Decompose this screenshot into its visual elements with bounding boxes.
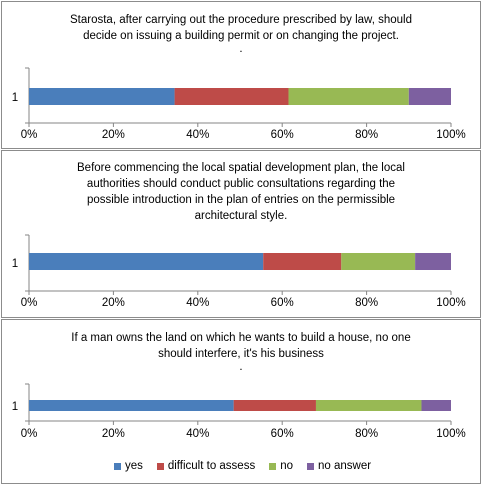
x-tick-label: 0%: [21, 428, 38, 440]
bar-segment-no-answer: [415, 253, 451, 270]
bar-segment-no: [288, 88, 409, 105]
x-tick-label: 80%: [355, 428, 378, 440]
chart-title-2-line-1: Before commencing the local spatial deve…: [77, 162, 405, 174]
chart-title-2-line-4: architectural style.: [194, 210, 288, 222]
x-tick-label: 100%: [436, 129, 465, 141]
chart-title-2: Before commencing the local spatial deve…: [2, 160, 480, 224]
bar-segment-yes: [29, 253, 264, 270]
x-tick-label: 100%: [436, 428, 465, 440]
x-tick-label: 40%: [186, 297, 209, 309]
chart-plot-3: 0% 20% 40% 60% 80% 100% 1: [12, 383, 466, 440]
chart-plot-1: 0% 20% 40% 60% 80% 100% 1: [12, 67, 466, 141]
legend-swatch-difficult: [156, 462, 164, 470]
chart-title-3: If a man owns the land on which he wants…: [2, 330, 480, 373]
bar-segment-yes: [29, 88, 175, 105]
x-tick-label: 100%: [436, 297, 465, 309]
bar-segment-no: [315, 400, 422, 411]
chart-title-3-line-2: should interfere, it's his business: [158, 348, 324, 360]
chart-title-1-line-1: Starosta, after carrying out the procedu…: [70, 14, 412, 26]
x-tick-label: 40%: [186, 428, 209, 440]
y-category-label: 1: [12, 401, 18, 413]
legend-item-no: no: [269, 460, 293, 472]
x-tick-label: 80%: [355, 129, 378, 141]
x-tick-label: 80%: [355, 297, 378, 309]
bar-segment-difficult-to-assess: [233, 400, 316, 411]
bar-segment-no-answer: [408, 88, 451, 105]
bar-segment-difficult-to-assess: [263, 253, 342, 270]
legend-label-yes: yes: [124, 460, 143, 472]
x-tick-label: 0%: [21, 129, 38, 141]
x-tick-label: 60%: [271, 297, 294, 309]
legend-label-no-answer: no answer: [318, 460, 372, 472]
legend-item-no-answer: no answer: [307, 460, 371, 472]
chart-title-1-line-2: decide on issuing a building permit or o…: [83, 30, 399, 42]
bar-segment-difficult-to-assess: [174, 88, 289, 105]
legend-label-no: no: [280, 460, 293, 472]
legend-swatch-yes: [113, 462, 121, 470]
chart-title-3-dot: .: [239, 361, 243, 373]
bar-segment-yes: [29, 400, 234, 411]
x-tick-label: 40%: [186, 129, 209, 141]
bar-segment-no-answer: [421, 400, 451, 411]
chart-legend: yes difficult to assess no no answer: [0, 458, 485, 474]
chart-panel-2: Before commencing the local spatial deve…: [1, 150, 481, 318]
chart-title-3-line-1: If a man owns the land on which he wants…: [71, 332, 411, 344]
legend-item-yes: yes: [113, 460, 143, 472]
chart-title-2-line-3: possible introduction in the plan of ent…: [86, 194, 396, 206]
chart-title-1: Starosta, after carrying out the procedu…: [2, 12, 480, 55]
x-tick-label: 60%: [271, 129, 294, 141]
x-tick-label: 20%: [102, 428, 125, 440]
chart-plot-2: 0% 20% 40% 60% 80% 100% 1: [12, 234, 466, 309]
chart-panel-3: If a man owns the land on which he wants…: [1, 319, 481, 484]
legend-item-difficult: difficult to assess: [156, 460, 256, 472]
chart-panel-1: Starosta, after carrying out the procedu…: [1, 1, 481, 149]
y-category-label: 1: [12, 92, 18, 104]
x-tick-label: 60%: [271, 428, 294, 440]
x-tick-label: 20%: [102, 129, 125, 141]
y-category-label: 1: [12, 258, 18, 270]
x-tick-label: 0%: [21, 297, 38, 309]
chart-title-1-dot: .: [239, 43, 243, 55]
chart-title-2-line-2: authorities should conduct public consul…: [86, 178, 396, 190]
x-tick-label: 20%: [102, 297, 125, 309]
legend-swatch-no: [269, 462, 277, 470]
bar-segment-no: [341, 253, 416, 270]
legend-swatch-no-answer: [307, 462, 314, 470]
legend-label-difficult: difficult to assess: [167, 460, 256, 472]
